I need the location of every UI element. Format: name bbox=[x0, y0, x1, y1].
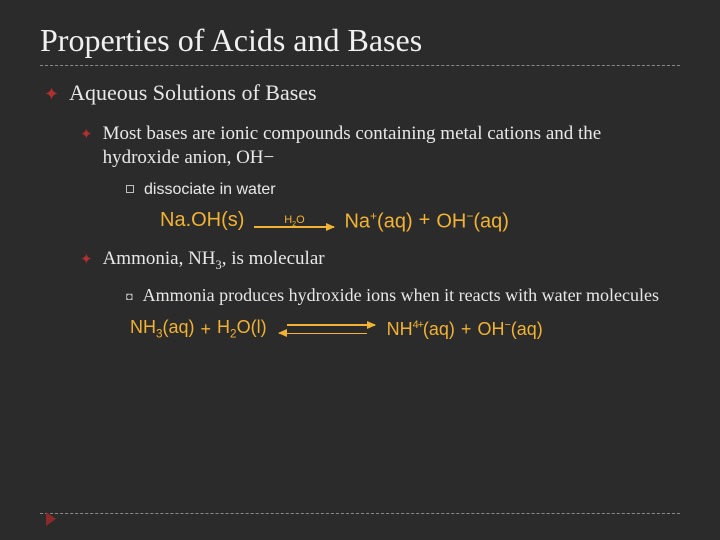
plus-sign: + bbox=[201, 319, 212, 340]
plus-sign: + bbox=[419, 209, 431, 232]
bullet-level1: ✦ Aqueous Solutions of Bases bbox=[44, 80, 680, 106]
pilcrow-icon: ✦ bbox=[44, 84, 59, 105]
title-divider bbox=[40, 65, 680, 66]
eq-rhs-2: OH−(aq) bbox=[477, 319, 542, 340]
next-slide-icon[interactable] bbox=[46, 512, 56, 526]
equation-dissociation: Na.OH(s) H2O Na+(aq) + OH−(aq) bbox=[160, 209, 680, 234]
eq-lhs-1: NH3(aq) bbox=[130, 317, 195, 341]
bullet-level3: ◘ Ammonia produces hydroxide ions when i… bbox=[126, 284, 680, 307]
reaction-arrow-icon: H2O bbox=[254, 214, 334, 228]
equation-ammonia: NH3(aq) + H2O(l) NH4+(aq) + OH−(aq) bbox=[130, 317, 680, 341]
bullet-level2: ✦ Most bases are ionic compounds contain… bbox=[80, 122, 680, 171]
square-outline-icon: ◘ bbox=[126, 290, 133, 304]
bullet-text: Most bases are ionic compounds containin… bbox=[103, 122, 680, 171]
bullet-text: Ammonia produces hydroxide ions when it … bbox=[143, 284, 659, 307]
pilcrow-icon: ✦ bbox=[80, 250, 93, 269]
square-bullet-icon bbox=[126, 185, 134, 193]
slide-title: Properties of Acids and Bases bbox=[40, 22, 680, 59]
bullet-level2: ✦ Ammonia, NH3, is molecular bbox=[80, 247, 680, 274]
equilibrium-arrow-icon bbox=[277, 322, 377, 336]
plus-sign: + bbox=[461, 319, 472, 340]
eq-lhs-2: H2O(l) bbox=[217, 317, 267, 341]
pilcrow-icon: ✦ bbox=[80, 125, 93, 144]
footer-divider bbox=[40, 513, 680, 514]
eq-lhs: Na.OH(s) bbox=[160, 209, 244, 232]
bullet-text: dissociate in water bbox=[144, 181, 276, 199]
eq-rhs-1: Na+(aq) bbox=[344, 209, 412, 234]
bullet-level3: dissociate in water bbox=[126, 181, 680, 199]
bullet-text: Ammonia, NH3, is molecular bbox=[103, 247, 325, 274]
bullet-text: Aqueous Solutions of Bases bbox=[69, 80, 317, 106]
eq-rhs-2: OH−(aq) bbox=[436, 209, 509, 234]
eq-rhs-1: NH4+(aq) bbox=[387, 319, 455, 340]
